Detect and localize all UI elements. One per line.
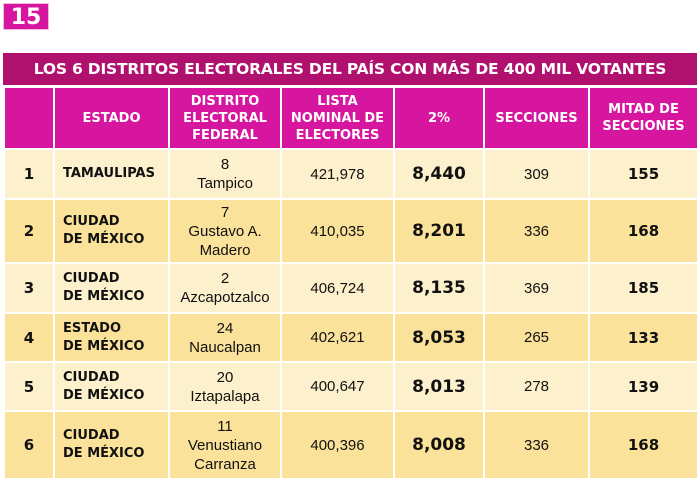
table-row: 3 CIUDAD DE MÉXICO 2 Azcapotzalco 406,724 8,13…: [3, 262, 699, 314]
estado: CIUDAD DE MÉXICO: [53, 262, 170, 314]
distrito: 7 Gustavo A. Madero: [168, 198, 282, 264]
table-row: 2 CIUDAD DE MÉXICO 7 Gustavo A. Madero 410,03…: [3, 198, 699, 264]
table-row: 4 ESTADO DE MÉXICO 24 Naucalpan 402,621 8,053 2…: [3, 312, 699, 363]
mitad-secciones: 133: [588, 312, 699, 363]
distrito-name: Gustavo A. Madero: [188, 222, 262, 259]
table-title: LOS 6 DISTRITOS ELECTORALES DEL PAÍS CON…: [3, 53, 697, 85]
secciones: 309: [483, 148, 590, 200]
distrito: 2 Azcapotzalco: [168, 262, 282, 314]
two-percent: 8,053: [393, 312, 485, 363]
districts-table: ESTADO DISTRITO ELECTORAL FEDERAL LISTA …: [3, 86, 699, 480]
distrito-name: Venustiano Carranza: [187, 436, 263, 473]
rank: 2: [3, 198, 55, 264]
header-mitad: MITAD DE SECCIONES: [588, 86, 699, 150]
estado: CIUDAD DE MÉXICO: [53, 361, 170, 412]
two-percent: 8,440: [393, 148, 485, 200]
estado: TAMAULIPAS: [53, 148, 170, 200]
lista-nominal: 400,647: [280, 361, 395, 412]
estado: ESTADO DE MÉXICO: [53, 312, 170, 363]
estado-line2: DE MÉXICO: [63, 289, 145, 304]
table-row: 1 TAMAULIPAS 8 Tampico 421,978 8,440 309 155: [3, 148, 699, 200]
header-estado: ESTADO: [53, 86, 170, 150]
rank: 1: [3, 148, 55, 200]
rank: 5: [3, 361, 55, 412]
estado-line1: CIUDAD: [63, 271, 120, 286]
estado-line1: CIUDAD: [63, 369, 120, 385]
distrito-number: 24: [216, 319, 234, 337]
estado-line2: DE MÉXICO: [63, 446, 145, 461]
distrito-name: Tampico: [197, 175, 253, 192]
secciones: 336: [483, 198, 590, 264]
distrito-number: 20: [216, 368, 234, 386]
table-row: 6 CIUDAD DE MÉXICO 11 Venustiano Carranza 400…: [3, 410, 699, 480]
lista-nominal: 406,724: [280, 262, 395, 314]
distrito-number: 8: [220, 156, 230, 173]
distrito-number: 7: [220, 203, 230, 221]
estado-line2: DE MÉXICO: [63, 232, 145, 247]
distrito-name: Naucalpan: [189, 338, 261, 356]
mitad-secciones: 168: [588, 198, 699, 264]
estado: CIUDAD DE MÉXICO: [53, 410, 170, 480]
header-row: ESTADO DISTRITO ELECTORAL FEDERAL LISTA …: [3, 86, 699, 150]
distrito-number: 11: [217, 417, 233, 435]
table-row: 5 CIUDAD DE MÉXICO 20 Iztapalapa 400,647 8,013…: [3, 361, 699, 412]
two-percent: 8,135: [393, 262, 485, 314]
distrito-number: 2: [220, 270, 230, 287]
two-percent: 8,201: [393, 198, 485, 264]
mitad-secciones: 155: [588, 148, 699, 200]
lista-nominal: 421,978: [280, 148, 395, 200]
estado-line2: DE MÉXICO: [63, 338, 145, 354]
distrito: 11 Venustiano Carranza: [168, 410, 282, 480]
estado: CIUDAD DE MÉXICO: [53, 198, 170, 264]
two-percent: 8,013: [393, 361, 485, 412]
rank: 3: [3, 262, 55, 314]
header-rank: [3, 86, 55, 150]
page-number-badge: 15: [3, 3, 49, 30]
secciones: 369: [483, 262, 590, 314]
mitad-secciones: 185: [588, 262, 699, 314]
header-secciones: SECCIONES: [483, 86, 590, 150]
mitad-secciones: 139: [588, 361, 699, 412]
lista-nominal: 410,035: [280, 198, 395, 264]
secciones: 278: [483, 361, 590, 412]
estado-line1: ESTADO: [63, 320, 122, 336]
estado-line1: TAMAULIPAS: [63, 166, 155, 181]
header-pct: 2%: [393, 86, 485, 150]
header-distrito: DISTRITO ELECTORAL FEDERAL: [168, 86, 282, 150]
estado-line2: DE MÉXICO: [63, 387, 145, 403]
secciones: 336: [483, 410, 590, 480]
mitad-secciones: 168: [588, 410, 699, 480]
rank: 4: [3, 312, 55, 363]
estado-line1: CIUDAD: [63, 428, 120, 443]
lista-nominal: 402,621: [280, 312, 395, 363]
rank: 6: [3, 410, 55, 480]
distrito-name: Iztapalapa: [190, 387, 260, 405]
lista-nominal: 400,396: [280, 410, 395, 480]
header-lista: LISTA NOMINAL DE ELECTORES: [280, 86, 395, 150]
distrito-name: Azcapotzalco: [180, 289, 270, 306]
two-percent: 8,008: [393, 410, 485, 480]
distrito: 20 Iztapalapa: [168, 361, 282, 412]
estado-line1: CIUDAD: [63, 214, 120, 229]
distrito: 24 Naucalpan: [168, 312, 282, 363]
distrito: 8 Tampico: [168, 148, 282, 200]
secciones: 265: [483, 312, 590, 363]
